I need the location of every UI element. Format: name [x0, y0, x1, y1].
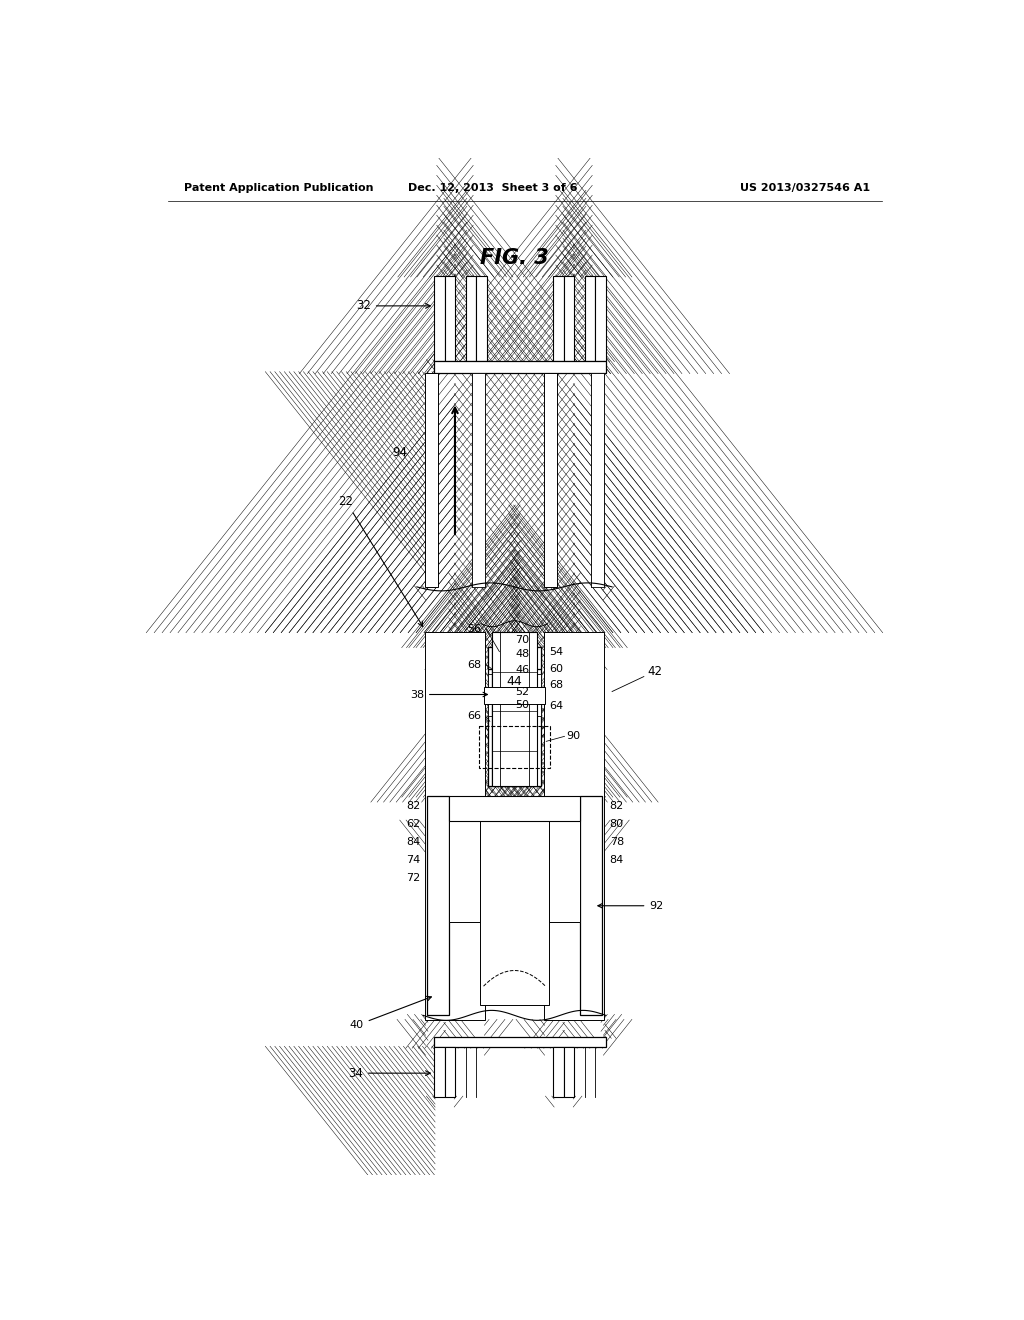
Bar	[427, 796, 450, 1015]
Text: 38: 38	[410, 689, 487, 700]
Text: 92: 92	[598, 900, 664, 911]
Bar	[434, 1038, 606, 1047]
Bar	[553, 276, 563, 360]
Bar	[434, 1047, 444, 1097]
Bar	[544, 632, 604, 1020]
Bar	[487, 647, 537, 787]
Text: 84: 84	[407, 837, 421, 847]
Text: 64: 64	[550, 701, 563, 711]
Text: 78: 78	[609, 837, 624, 847]
Bar	[444, 276, 455, 360]
Bar	[522, 673, 542, 692]
Bar	[519, 669, 527, 787]
Bar	[479, 807, 550, 1006]
Bar	[595, 276, 606, 360]
Text: 74: 74	[407, 855, 421, 865]
Text: Dec. 12, 2013  Sheet 3 of 6: Dec. 12, 2013 Sheet 3 of 6	[409, 183, 578, 193]
Text: 46: 46	[515, 664, 529, 675]
Bar	[522, 698, 542, 717]
Bar	[544, 372, 556, 587]
Bar	[487, 698, 507, 717]
Bar	[585, 276, 595, 360]
Bar	[517, 647, 542, 669]
Text: FIG. 3: FIG. 3	[480, 248, 549, 268]
Text: 40: 40	[349, 997, 431, 1031]
Bar	[479, 726, 550, 768]
Bar	[505, 669, 513, 787]
Text: 66: 66	[467, 711, 481, 722]
Bar	[472, 372, 485, 587]
Bar	[493, 647, 542, 787]
Text: 32: 32	[356, 300, 430, 313]
Text: 68: 68	[550, 680, 563, 689]
Text: 50: 50	[515, 701, 529, 710]
Bar	[484, 686, 545, 705]
Bar	[425, 372, 437, 587]
Text: 34: 34	[348, 1067, 430, 1080]
Text: 68: 68	[467, 660, 481, 669]
Bar	[466, 276, 476, 360]
Text: 52: 52	[515, 686, 529, 697]
Bar	[450, 801, 479, 921]
Text: 72: 72	[407, 873, 421, 883]
Text: 62: 62	[407, 818, 421, 829]
Bar	[493, 632, 537, 787]
Bar	[592, 372, 604, 587]
Text: 90: 90	[566, 731, 581, 742]
Bar	[487, 647, 512, 669]
Bar	[425, 632, 485, 1020]
Bar	[487, 673, 507, 692]
Text: 70: 70	[515, 635, 529, 644]
Text: 84: 84	[609, 855, 624, 865]
Bar	[450, 796, 580, 821]
Text: 22: 22	[338, 495, 423, 626]
Text: 82: 82	[609, 801, 624, 810]
Bar	[550, 801, 580, 921]
Bar	[444, 1047, 455, 1097]
Text: 60: 60	[550, 664, 563, 673]
Bar	[563, 1047, 574, 1097]
Text: 42: 42	[648, 665, 663, 678]
Bar	[580, 796, 602, 1015]
Text: 82: 82	[407, 801, 421, 810]
Text: US 2013/0327546 A1: US 2013/0327546 A1	[740, 183, 870, 193]
Text: 56: 56	[467, 624, 481, 634]
Text: 48: 48	[515, 648, 529, 659]
Bar	[476, 276, 486, 360]
Text: 54: 54	[550, 647, 563, 656]
Text: 94: 94	[392, 446, 408, 459]
Bar	[553, 1047, 563, 1097]
Bar	[434, 276, 444, 360]
Text: 44: 44	[507, 675, 522, 688]
Text: 80: 80	[609, 818, 624, 829]
Bar	[434, 360, 606, 372]
Text: Patent Application Publication: Patent Application Publication	[183, 183, 373, 193]
Bar	[563, 276, 574, 360]
